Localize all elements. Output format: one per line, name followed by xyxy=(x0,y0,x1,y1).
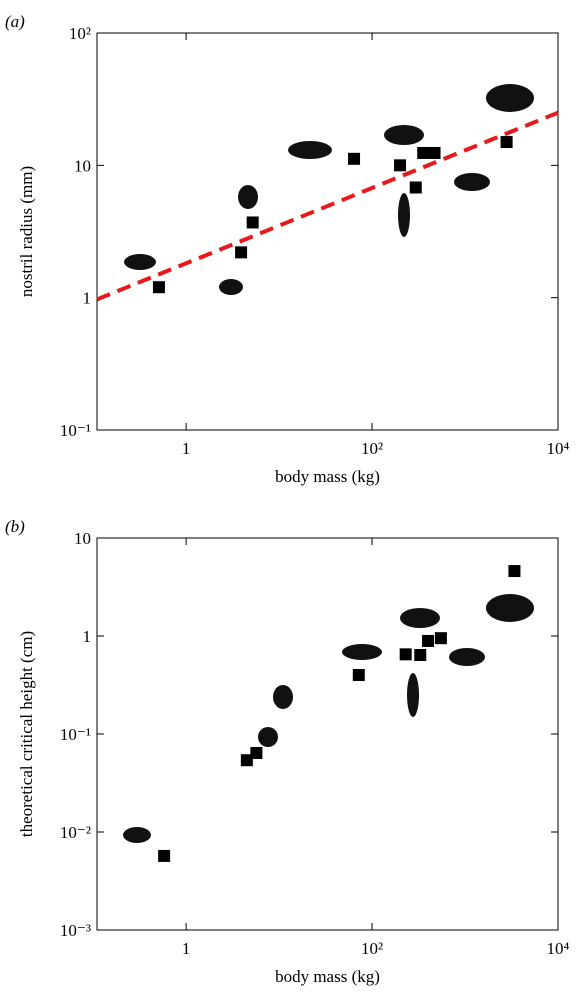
x-tick-label: 10² xyxy=(361,939,383,958)
y-tick-label: 10⁻² xyxy=(60,823,91,842)
cow xyxy=(384,125,424,145)
data-point xyxy=(158,849,171,862)
silhouettes-b xyxy=(123,594,534,843)
data-point xyxy=(235,246,248,259)
y-axis-label: theoretical critical height (cm) xyxy=(17,631,36,837)
elephant xyxy=(486,594,534,622)
data-point xyxy=(394,159,407,172)
y-tick-label: 10⁻¹ xyxy=(60,421,91,440)
data-point xyxy=(500,136,513,149)
plot-frame xyxy=(96,32,559,431)
data-point xyxy=(417,146,430,159)
rat xyxy=(123,827,151,843)
x-axis-label: body mass (kg) xyxy=(275,967,380,986)
rabbit xyxy=(219,279,243,295)
cat xyxy=(273,685,293,709)
data-point xyxy=(250,746,263,759)
human xyxy=(398,193,410,237)
data-point xyxy=(352,668,365,681)
tapir xyxy=(288,141,332,159)
data-point xyxy=(434,632,447,645)
silhouettes-a xyxy=(124,84,534,295)
data-point xyxy=(399,648,412,661)
human xyxy=(407,673,419,717)
data-point xyxy=(409,181,422,194)
data-point xyxy=(240,754,253,767)
plot-frame xyxy=(96,537,559,931)
data-point xyxy=(422,634,435,647)
fit-line xyxy=(96,110,559,302)
data-point xyxy=(508,565,521,578)
panel-label: (a) xyxy=(5,12,25,31)
y-axis-label: nostril radius (mm) xyxy=(17,166,36,297)
x-tick-label: 10² xyxy=(361,439,383,458)
tapir xyxy=(342,644,382,660)
cow xyxy=(400,608,440,628)
data-point xyxy=(414,648,427,661)
x-tick-label: 10⁴ xyxy=(547,439,570,458)
y-tick-label: 10⁻¹ xyxy=(60,725,91,744)
data-point xyxy=(246,216,259,229)
y-tick-label: 1 xyxy=(83,289,92,308)
y-tick-label: 10 xyxy=(74,529,91,548)
elephant xyxy=(486,84,534,112)
panel: (b) body mass (kg) theoretical critical he… xyxy=(5,517,570,986)
rat xyxy=(124,254,156,270)
y-tick-label: 10⁻³ xyxy=(60,921,91,940)
data-point xyxy=(152,281,165,294)
cat xyxy=(238,185,258,209)
y-tick-label: 10 xyxy=(74,156,91,175)
panel-label: (b) xyxy=(5,517,25,536)
y-tick-label: 1 xyxy=(83,627,92,646)
horse xyxy=(454,173,490,191)
x-tick-label: 1 xyxy=(182,939,191,958)
x-axis-label: body mass (kg) xyxy=(275,467,380,486)
rabbit xyxy=(258,727,278,747)
y-tick-label: 10² xyxy=(69,24,91,43)
data-point xyxy=(428,146,441,159)
data-point xyxy=(348,152,361,165)
horse xyxy=(449,648,485,666)
x-tick-label: 10⁴ xyxy=(547,939,570,958)
panel: (a) body mass (kg) nostril radius (mm) 1 10²… xyxy=(5,12,570,486)
x-tick-label: 1 xyxy=(182,439,191,458)
